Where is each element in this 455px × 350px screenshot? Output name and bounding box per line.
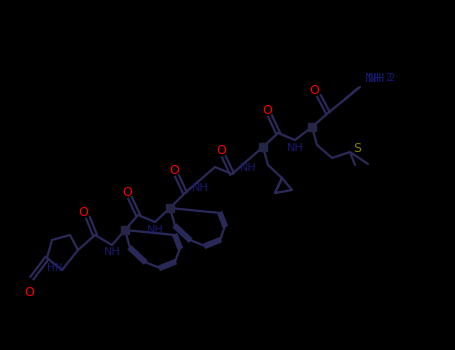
Text: NH: NH [104,247,121,257]
Text: S: S [353,141,361,154]
Text: O: O [262,104,272,117]
Text: O: O [24,287,34,300]
Text: O: O [169,163,179,176]
Text: O: O [78,205,88,218]
Text: NH: NH [365,71,383,84]
Text: NH: NH [368,71,386,84]
Text: NH: NH [287,143,303,153]
Text: O: O [216,145,226,158]
Text: NH: NH [147,225,163,235]
Text: 2: 2 [385,73,391,83]
Text: O: O [309,84,319,97]
Text: NH: NH [192,183,208,193]
Text: O: O [122,186,132,198]
Text: NH: NH [240,163,256,173]
Text: 2: 2 [388,73,394,83]
Text: HN: HN [47,263,63,273]
